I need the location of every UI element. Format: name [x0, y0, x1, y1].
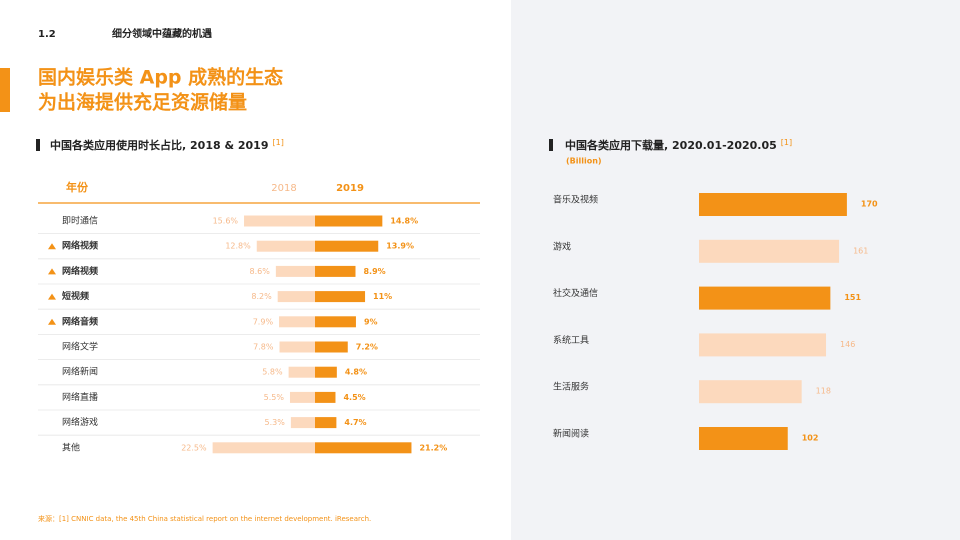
left-chart: 年份 2018 2019 即时通信 15.6% 14.8% 网络视频 12.8% 13.9% 网络… [38, 180, 480, 454]
value-label: 146 [840, 340, 855, 349]
value-label: 5.8% [262, 368, 283, 377]
bar [699, 239, 840, 263]
category-header: 年份 [66, 180, 89, 194]
value-label: 8.9% [363, 267, 385, 276]
category-label: 新闻阅读 [553, 428, 589, 440]
value-label: 151 [844, 293, 861, 302]
category-label: 网络直播 [62, 391, 98, 403]
value-label: 4.8% [345, 368, 367, 377]
category-label: 音乐及视频 [553, 194, 598, 206]
legend-entry: 2018 [271, 183, 296, 194]
value-label: 4.7% [344, 418, 366, 427]
bar [288, 366, 315, 378]
bar [244, 215, 315, 227]
bar [256, 240, 315, 252]
value-label: 9% [364, 317, 378, 326]
footnote: 来源：[1] CNNIC data, the 45th China statis… [38, 514, 371, 523]
bar [279, 316, 315, 328]
bar [275, 265, 315, 277]
bar [699, 333, 827, 357]
value-label: 12.8% [225, 242, 251, 251]
title-marker [549, 139, 553, 151]
title-ref: [1] [273, 138, 284, 147]
title-text: 中国各类应用使用时长占比, 2018 & 2019 [50, 138, 269, 152]
section-title: 细分领域中蕴藏的机遇 [112, 27, 212, 40]
bar [315, 442, 412, 454]
value-label: 5.5% [264, 393, 285, 402]
title-ref: [1] [781, 138, 792, 147]
bar [699, 427, 788, 450]
value-label: 102 [802, 434, 819, 443]
value-label: 7.9% [253, 317, 274, 326]
right-chart: 音乐及视频 170 游戏 161 社交及通信 151 系统工具 146 生活服务 118 新闻阅读 1… [553, 193, 878, 450]
bar [699, 286, 831, 310]
right-panel [511, 0, 960, 540]
title-text: 中国各类应用下载量, 2020.01-2020.05 [565, 138, 777, 152]
category-label: 网络视频 [62, 240, 98, 252]
bar [315, 366, 337, 378]
bar [315, 265, 356, 277]
category-label: 网络游戏 [62, 416, 98, 428]
value-label: 8.2% [251, 292, 272, 301]
headline: 国内娱乐类 App 成熟的生态 [38, 66, 283, 89]
bar [315, 291, 366, 303]
bar [315, 341, 348, 353]
value-label: 13.9% [386, 242, 414, 251]
accent-bar [0, 68, 10, 112]
bar [289, 391, 315, 403]
value-label: 7.8% [253, 343, 274, 352]
bar [315, 417, 337, 429]
legend-entry: 2019 [336, 183, 364, 194]
bar [277, 291, 315, 303]
bar [315, 316, 356, 328]
value-label: 170 [861, 200, 878, 209]
headline: 为出海提供充足资源储量 [38, 91, 247, 114]
category-label: 短视频 [62, 290, 89, 302]
chart-subtitle: (Billion) [566, 157, 602, 166]
title-marker [36, 139, 40, 151]
chart-title: 中国各类应用使用时长占比, 2018 & 2019 [1] [50, 138, 284, 153]
highlight-marker [48, 293, 56, 300]
category-label: 网络视频 [62, 265, 98, 277]
highlight-marker [48, 268, 56, 275]
category-label: 网络文学 [62, 341, 98, 353]
value-label: 7.2% [356, 343, 378, 352]
value-label: 11% [373, 292, 392, 301]
category-label: 生活服务 [553, 381, 589, 393]
bar [699, 193, 847, 216]
bar [699, 380, 802, 404]
highlight-marker [48, 243, 56, 250]
value-label: 4.5% [343, 393, 365, 402]
bar [212, 442, 315, 454]
bar [315, 240, 379, 252]
category-label: 系统工具 [553, 334, 589, 346]
value-label: 5.3% [265, 418, 286, 427]
bar [279, 341, 315, 353]
highlight-marker [48, 318, 56, 325]
category-label: 其他 [62, 441, 80, 453]
value-label: 161 [853, 246, 868, 255]
value-label: 22.5% [181, 443, 207, 452]
value-label: 14.8% [390, 217, 418, 226]
category-label: 即时通信 [62, 215, 98, 227]
value-label: 21.2% [419, 443, 447, 452]
category-label: 网络新闻 [62, 366, 98, 378]
value-label: 15.6% [213, 217, 239, 226]
value-label: 8.6% [250, 267, 271, 276]
section-number: 1.2 [38, 29, 56, 40]
category-label: 游戏 [553, 240, 571, 252]
chart-title: 中国各类应用下载量, 2020.01-2020.05 [1] [565, 138, 792, 153]
bar [315, 215, 383, 227]
bar [315, 391, 336, 403]
value-label: 118 [816, 387, 831, 396]
category-label: 网络音频 [62, 315, 98, 327]
bar [290, 417, 315, 429]
category-label: 社交及通信 [553, 287, 598, 299]
